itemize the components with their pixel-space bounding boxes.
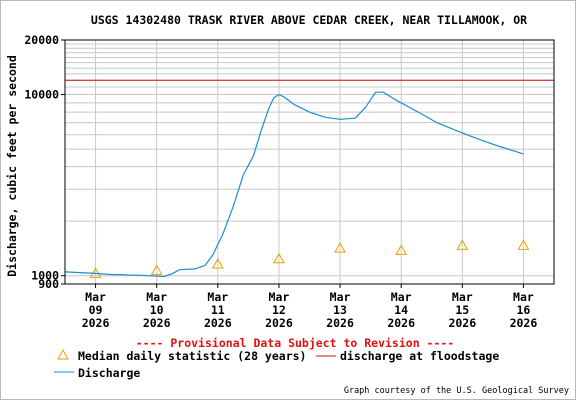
- x-tick-label: Mar: [207, 290, 228, 304]
- x-tick-label: 13: [333, 303, 347, 317]
- provisional-note: ---- Provisional Data Subject to Revisio…: [136, 336, 455, 350]
- x-tick-label: 11: [211, 303, 225, 317]
- x-tick-label: 10: [150, 303, 164, 317]
- x-tick-label: 2026: [510, 316, 538, 330]
- x-tick-label: 2026: [265, 316, 293, 330]
- median-point: [517, 239, 530, 250]
- median-point: [273, 252, 285, 264]
- x-tick-label: 2026: [448, 316, 476, 330]
- y-tick-label: 1000: [31, 269, 59, 283]
- x-tick-label: 09: [89, 303, 103, 317]
- chart-title: USGS 14302480 TRASK RIVER ABOVE CEDAR CR…: [91, 13, 527, 27]
- x-tick-label: Mar: [146, 290, 167, 304]
- x-tick-label: 2026: [387, 316, 415, 330]
- x-tick-label: 2026: [204, 316, 232, 330]
- median-point: [211, 258, 224, 269]
- legend-median-label: Median daily statistic (28 years): [78, 349, 306, 363]
- x-tick-label: Mar: [513, 290, 534, 304]
- median-point: [334, 242, 346, 253]
- x-tick-label: 14: [394, 303, 408, 317]
- x-tick-label: Mar: [452, 290, 473, 304]
- y-axis-label: Discharge, cubic feet per second: [5, 55, 19, 277]
- x-tick-label: 2026: [326, 316, 354, 330]
- median-point: [150, 264, 163, 275]
- y-tick-label: 10000: [24, 88, 59, 102]
- x-tick-label: 2026: [143, 316, 171, 330]
- x-tick-label: Mar: [269, 290, 290, 304]
- x-tick-label: Mar: [85, 290, 106, 304]
- graph-credit: Graph courtesy of the U.S. Geological Su…: [344, 386, 569, 396]
- discharge-series: [64, 91, 524, 278]
- median-point: [395, 244, 408, 255]
- legend-discharge-label: Discharge: [78, 366, 140, 380]
- x-tick-label: Mar: [330, 290, 351, 304]
- legend-median-triangle-icon: [57, 348, 69, 360]
- x-tick-label: 16: [517, 303, 531, 317]
- plot-border: [64, 39, 555, 285]
- y-tick-label: 900: [38, 277, 59, 291]
- legend-floodstage-label: discharge at floodstage: [340, 349, 499, 363]
- median-point: [456, 239, 469, 250]
- y-tick-label: 20000: [24, 33, 59, 47]
- x-tick-label: Mar: [391, 290, 412, 304]
- grid: [65, 39, 554, 284]
- discharge-line: [64, 91, 524, 278]
- x-tick-label: 12: [272, 303, 286, 317]
- x-axis-ticks: Mar092026Mar102026Mar112026Mar122026Mar1…: [82, 284, 538, 330]
- x-tick-label: 15: [455, 303, 469, 317]
- x-tick-label: 2026: [82, 316, 110, 330]
